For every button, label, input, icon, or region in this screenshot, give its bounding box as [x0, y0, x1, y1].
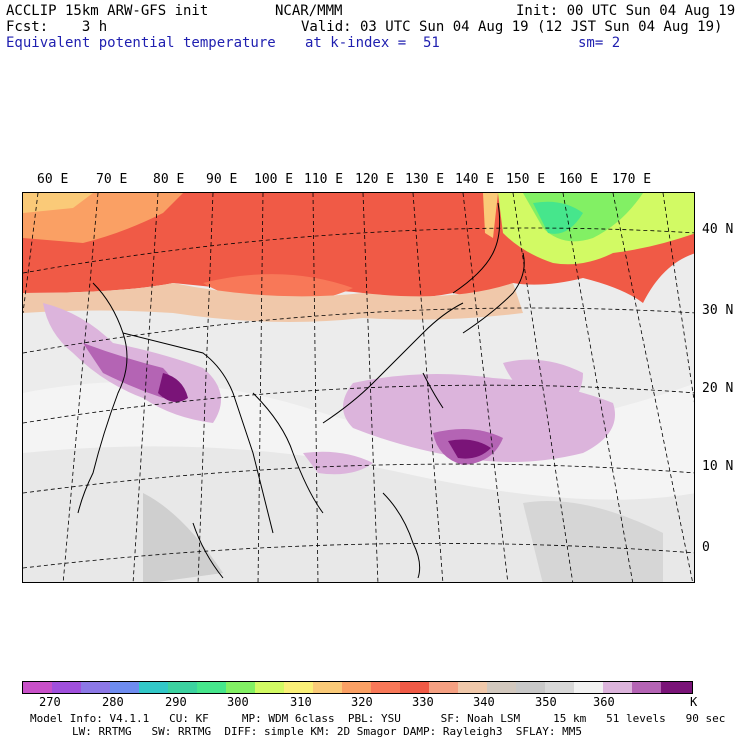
colorbar-tick: 320 [351, 695, 373, 709]
colorbar-tick: 290 [165, 695, 187, 709]
colorbar-swatch [52, 682, 81, 693]
lat-label: 20 N [702, 381, 734, 396]
level-index: at k-index = 51 [305, 35, 440, 51]
lon-label: 140 E [455, 172, 495, 187]
colorbar-swatch [139, 682, 168, 693]
lat-label: 0 [702, 540, 710, 555]
lat-label: 30 N [702, 303, 734, 318]
lon-label: 110 E [304, 172, 344, 187]
colorbar-swatch [429, 682, 458, 693]
field-name: Equivalent potential temperature [6, 35, 276, 51]
lon-label: 80 E [153, 172, 185, 187]
smoothing-label: sm= 2 [578, 35, 621, 51]
valid-time: Valid: 03 UTC Sun 04 Aug 19 (12 JST Sun … [301, 19, 723, 35]
lon-label: 90 E [206, 172, 238, 187]
colorbar-tick: 350 [535, 695, 557, 709]
physics-info: LW: RRTMG SW: RRTMG DIFF: simple KM: 2D … [72, 725, 582, 738]
colorbar-swatch [226, 682, 255, 693]
colorbar-swatch [603, 682, 632, 693]
colorbar-swatch [23, 682, 52, 693]
colorbar-swatch [661, 682, 692, 693]
organization-label: NCAR/MMM [275, 3, 343, 19]
colorbar-swatch [284, 682, 313, 693]
colorbar-tick: 360 [593, 695, 615, 709]
colorbar-unit: K [690, 695, 698, 709]
colorbar-swatch [255, 682, 284, 693]
lon-label: 150 E [506, 172, 546, 187]
lon-label: 170 E [612, 172, 652, 187]
lon-label: 70 E [96, 172, 128, 187]
forecast-hour: Fcst: 3 h [6, 19, 108, 35]
colorbar-tick: 300 [227, 695, 249, 709]
colorbar [22, 681, 693, 694]
lat-label: 10 N [702, 459, 734, 474]
colorbar-swatch [110, 682, 139, 693]
colorbar-swatch [342, 682, 371, 693]
colorbar-swatch [313, 682, 342, 693]
colorbar-swatch [574, 682, 603, 693]
colorbar-swatch [487, 682, 516, 693]
colorbar-swatch [458, 682, 487, 693]
colorbar-swatch [168, 682, 197, 693]
map-canvas [23, 193, 694, 582]
lon-label: 130 E [405, 172, 445, 187]
colorbar-tick: 330 [412, 695, 434, 709]
init-time: Init: 00 UTC Sun 04 Aug 19 [516, 3, 736, 19]
colorbar-swatch [81, 682, 110, 693]
lon-label: 120 E [355, 172, 395, 187]
lat-label: 40 N [702, 222, 734, 237]
colorbar-tick: 270 [39, 695, 61, 709]
colorbar-tick: 340 [473, 695, 495, 709]
lon-label: 100 E [254, 172, 294, 187]
colorbar-swatch [545, 682, 574, 693]
colorbar-swatch [197, 682, 226, 693]
colorbar-swatch [400, 682, 429, 693]
model-title: ACCLIP 15km ARW-GFS init [6, 3, 209, 19]
map-panel[interactable] [22, 192, 695, 583]
colorbar-swatch [371, 682, 400, 693]
lon-label: 60 E [37, 172, 69, 187]
colorbar-tick: 310 [290, 695, 312, 709]
model-info: Model Info: V4.1.1 CU: KF MP: WDM 6class… [30, 712, 726, 725]
lon-label: 160 E [559, 172, 599, 187]
colorbar-swatch [516, 682, 545, 693]
colorbar-swatch [632, 682, 661, 693]
colorbar-tick: 280 [102, 695, 124, 709]
